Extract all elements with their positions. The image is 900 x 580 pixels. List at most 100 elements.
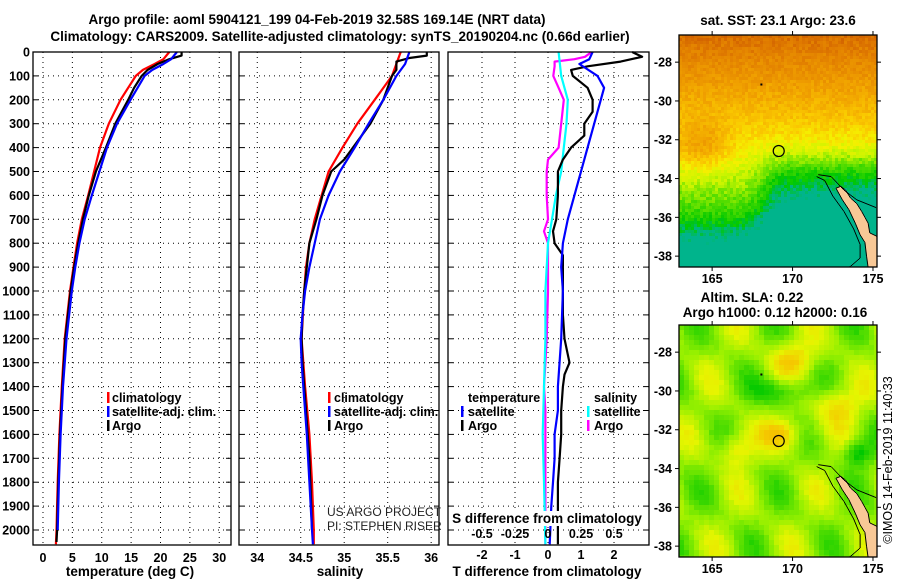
depth-tick-label: 1400: [2, 380, 30, 394]
legend-title-temperature: temperature: [468, 391, 540, 405]
lon-tick-label: 170: [782, 272, 803, 286]
sst-map-image: [679, 35, 877, 267]
legend-label-climatology: climatology: [112, 391, 182, 405]
depth-tick-label: 700: [9, 213, 30, 227]
legend-swatch-s-satellite: [587, 406, 590, 417]
x-tick-label: 35: [337, 551, 351, 565]
footer-timestamp: ©IMOS 14-Feb-2019 11:40:33: [881, 376, 895, 543]
lat-tick-label: -38: [654, 250, 672, 264]
lat-tick-label: -30: [654, 94, 672, 108]
depth-tick-label: 300: [9, 117, 30, 131]
series-line-climatology: [54, 51, 171, 545]
x-tick-label: 0: [40, 551, 47, 565]
lat-tick-label: -34: [654, 172, 672, 186]
x-tick-label: 36: [424, 551, 438, 565]
lat-tick-label: -28: [654, 56, 672, 70]
s-tick-label: -0.5: [471, 527, 493, 541]
sla-map-frame: [678, 324, 878, 558]
temperature-legend: climatology satellite-adj. clim. Argo: [107, 391, 216, 433]
x-tick-label: -2: [476, 548, 487, 562]
lon-tick-label: 165: [702, 562, 723, 576]
series-line-t-satellite: [548, 51, 606, 545]
plot-frame: [238, 51, 440, 546]
depth-tick-label: 2000: [2, 524, 30, 538]
x-tick-label: 0: [545, 548, 552, 562]
legend-label-argo: Argo: [334, 419, 364, 433]
depth-tick-label: 1900: [2, 500, 30, 514]
sla-map-image: [679, 325, 877, 557]
lon-tick-label: 175: [863, 562, 884, 576]
legend-swatch-satellite-adj: [107, 406, 110, 417]
s-label-background: [455, 511, 640, 526]
lon-tick-label: 165: [702, 272, 723, 286]
legend-swatch-climatology: [107, 392, 110, 403]
salinity-legend: climatology satellite-adj. clim. Argo: [328, 391, 438, 433]
depth-tick-label: 1300: [2, 356, 30, 370]
plot-frame: [32, 51, 232, 546]
legend-label-satellite-adj: satellite-adj. clim.: [334, 405, 438, 419]
legend-swatch-t-argo: [461, 420, 464, 431]
legend-swatch-t-satellite: [461, 406, 464, 417]
depth-tick-label: 200: [9, 93, 30, 107]
series-line-argo: [55, 52, 183, 543]
series-line-s-satellite: [541, 51, 569, 545]
depth-tick-label: 1100: [3, 308, 30, 322]
x-tick-label: -1: [509, 548, 520, 562]
lat-tick-label: -34: [654, 462, 672, 476]
series-line-satellite-adj-clim-: [299, 51, 411, 545]
depth-tick-label: 1800: [2, 476, 30, 490]
lat-tick-label: -28: [654, 346, 672, 360]
depth-tick-label: 900: [9, 261, 30, 275]
legend-label-argo: Argo: [112, 419, 142, 433]
legend-label-t-satellite: satellite: [468, 405, 515, 419]
lon-tick-label: 175: [863, 272, 884, 286]
s-difference-xlabel: S difference from climatology: [452, 511, 642, 526]
lat-tick-label: -38: [654, 540, 672, 554]
legend-swatch-s-argo: [587, 420, 590, 431]
depth-tick-label: 500: [9, 165, 30, 179]
x-tick-label: 2: [611, 548, 618, 562]
depth-tick-label: 1200: [2, 332, 30, 346]
depth-tick-label: 400: [9, 141, 30, 155]
x-tick-label: 35.5: [376, 551, 400, 565]
x-tick-label: 34.5: [289, 551, 313, 565]
lon-tick-label: 170: [782, 562, 803, 576]
credit-project: US ARGO PROJECT: [327, 505, 442, 519]
plot-frame: [447, 51, 650, 546]
temperature-xlabel: temperature (deg C): [66, 564, 194, 579]
sla-map-subtitle: Argo h1000: 0.12 h2000: 0.16: [683, 305, 868, 320]
depth-tick-label: 1500: [2, 404, 30, 418]
sla-map-title: Altim. SLA: 0.22: [701, 290, 804, 305]
legend-label-s-argo: Argo: [594, 419, 624, 433]
lat-tick-label: -36: [654, 211, 672, 225]
legend-label-t-argo: Argo: [468, 419, 498, 433]
legend-swatch-satellite-adj: [328, 406, 331, 417]
x-tick-label: 1: [578, 548, 585, 562]
legend-swatch-climatology: [328, 392, 331, 403]
legend-label-s-satellite: satellite: [594, 405, 641, 419]
series-line-climatology: [300, 51, 402, 545]
x-tick-label: 10: [95, 551, 109, 565]
x-tick-label: 25: [183, 551, 197, 565]
depth-tick-label: 0: [23, 46, 30, 60]
depth-tick-label: 1700: [2, 452, 30, 466]
sst-map-frame: [678, 34, 878, 268]
lat-tick-label: -36: [654, 501, 672, 515]
s-tick-label: -0.25: [501, 527, 530, 541]
legend-swatch-argo: [107, 420, 110, 431]
lat-tick-label: -30: [654, 384, 672, 398]
figure-title-line2: Climatology: CARS2009. Satellite-adjuste…: [50, 29, 629, 44]
depth-tick-label: 1600: [2, 428, 30, 442]
depth-tick-label: 800: [9, 237, 30, 251]
x-tick-label: 5: [69, 551, 76, 565]
argo-position-marker: [772, 434, 785, 448]
s-tick-label: 0: [545, 527, 552, 541]
depth-tick-label: 100: [9, 69, 30, 83]
s-tick-label: 0.5: [605, 527, 622, 541]
legend-label-climatology: climatology: [334, 391, 404, 405]
depth-tick-label: 600: [9, 189, 30, 203]
sst-map-title: sat. SST: 23.1 Argo: 23.6: [700, 13, 856, 28]
legend-swatch-argo: [328, 420, 331, 431]
